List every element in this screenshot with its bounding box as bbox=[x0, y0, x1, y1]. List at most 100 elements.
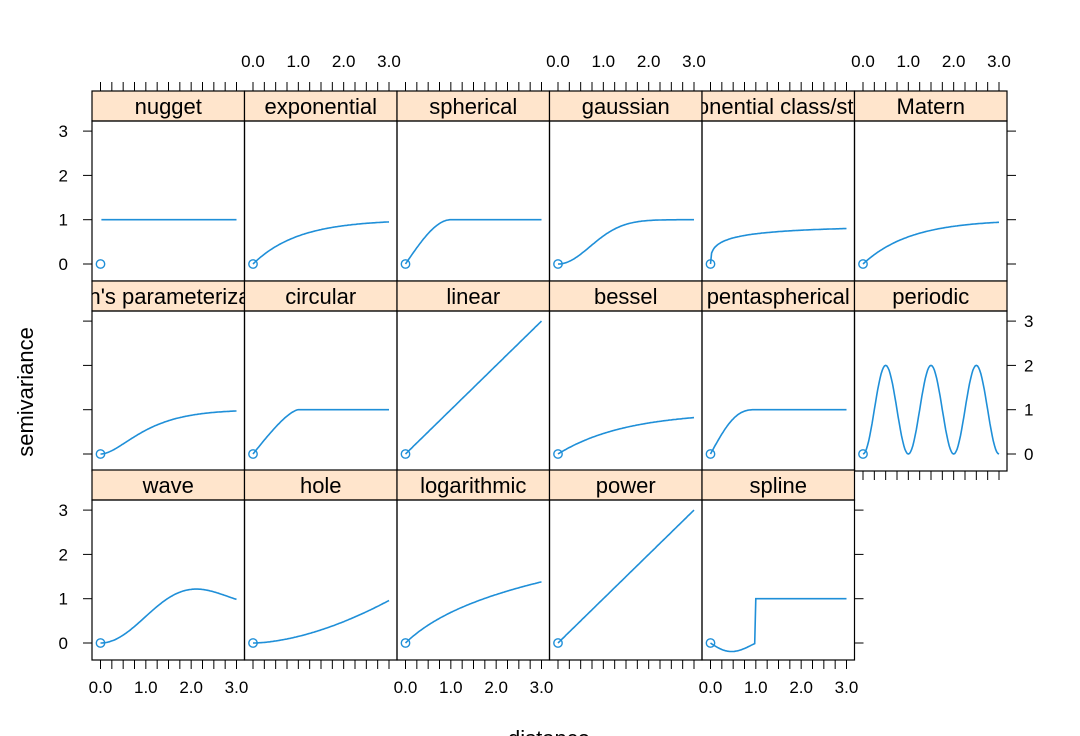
strip-label-gaussian: gaussian bbox=[582, 94, 670, 119]
series-line-power bbox=[557, 509, 695, 644]
series-line-linear bbox=[404, 320, 543, 455]
strip-label-wave: wave bbox=[142, 473, 194, 498]
x-tick-label-top: 2.0 bbox=[942, 52, 966, 71]
origin-point-power bbox=[553, 638, 563, 648]
x-tick-label-top: 1.0 bbox=[287, 52, 311, 71]
origin-point-circular bbox=[248, 449, 258, 459]
strip-logarithmic bbox=[396, 469, 551, 501]
x-tick-label-top: 3.0 bbox=[987, 52, 1011, 71]
strip-label-spline: spline bbox=[750, 473, 807, 498]
panel-logarithmic: logarithmic bbox=[396, 469, 551, 661]
panel-spline: spline bbox=[701, 469, 856, 661]
panel-matern: Matern bbox=[853, 90, 1008, 282]
strip-matern bbox=[853, 90, 1008, 122]
strip-label-logarithmic: logarithmic bbox=[420, 473, 526, 498]
y-tick-label-right: 2 bbox=[1024, 356, 1033, 375]
strip-label-hole: hole bbox=[300, 473, 342, 498]
x-tick-label-bottom: 2.0 bbox=[179, 678, 203, 697]
strip-nugget bbox=[91, 90, 246, 122]
y-tick-label-left: 3 bbox=[59, 122, 68, 141]
x-tick-label-bottom: 3.0 bbox=[835, 678, 859, 697]
y-axis-title: semivariance bbox=[13, 327, 38, 457]
origin-point-bessel bbox=[553, 449, 563, 459]
series-line-pentaspherical bbox=[709, 408, 847, 455]
strip-label-nugget: nugget bbox=[135, 94, 202, 119]
axis-ticks: 0 1 2 3 0.0 1.0 2.0 3.0 0.0 1.0 2.0 3.0 0.0 1.0 2.0 3.0… bbox=[59, 52, 1034, 697]
series-line-stable bbox=[709, 227, 847, 265]
strip-hole bbox=[243, 469, 398, 501]
series-line-periodic bbox=[862, 364, 1000, 455]
strip-label-stable: exponential class/stable bbox=[661, 94, 895, 119]
series-line-spline bbox=[710, 597, 847, 653]
panel-power: power bbox=[548, 469, 703, 661]
x-tick-label-bottom: 3.0 bbox=[225, 678, 249, 697]
y-tick-label-left: 1 bbox=[59, 590, 68, 609]
panel-frame-stein bbox=[91, 310, 246, 472]
strip-label-periodic: periodic bbox=[892, 284, 969, 309]
panel-frame-circular bbox=[243, 310, 398, 472]
strip-label-exponential: exponential bbox=[264, 94, 377, 119]
origin-point-pentaspherical bbox=[705, 449, 716, 459]
x-tick-label-bottom: 1.0 bbox=[134, 678, 158, 697]
panel-frame-pentaspherical bbox=[701, 310, 856, 472]
panel-grid: nugget exponential spherical gaussianexpone… bbox=[51, 90, 1008, 661]
panel-gaussian: gaussian bbox=[548, 90, 703, 282]
strip-wave bbox=[91, 469, 246, 501]
origin-point-stein bbox=[95, 449, 106, 459]
series-line-circular bbox=[252, 408, 389, 455]
strip-label-linear: linear bbox=[446, 284, 500, 309]
panel-bessel: bessel bbox=[548, 280, 703, 472]
strip-label-bessel: bessel bbox=[594, 284, 658, 309]
y-tick-label-right: 1 bbox=[1024, 401, 1033, 420]
y-tick-label-right: 3 bbox=[1024, 312, 1033, 331]
series-line-matern bbox=[862, 221, 999, 265]
origin-point-spherical bbox=[400, 259, 411, 269]
panel-frame-stable bbox=[701, 120, 856, 282]
origin-point-periodic bbox=[858, 449, 868, 459]
origin-point-gaussian bbox=[553, 259, 563, 269]
origin-point-hole bbox=[248, 638, 258, 648]
series-line-exponential bbox=[252, 221, 390, 265]
strip-label-pentaspherical: pentaspherical bbox=[707, 284, 850, 309]
y-tick-label-left: 3 bbox=[59, 501, 68, 520]
panel-frame-exponential bbox=[243, 120, 398, 282]
panel-exponential: exponential bbox=[243, 90, 398, 282]
strip-label-stein: Stein's parameterization bbox=[51, 284, 286, 309]
strip-stein bbox=[91, 280, 246, 312]
panel-frame-logarithmic bbox=[396, 499, 551, 661]
x-tick-label-bottom: 2.0 bbox=[484, 678, 508, 697]
x-tick-label-bottom: 1.0 bbox=[439, 678, 463, 697]
x-axis-title: distance bbox=[508, 726, 590, 736]
series-line-wave bbox=[100, 588, 237, 644]
x-tick-label-top: 0.0 bbox=[851, 52, 875, 71]
origin-point-wave bbox=[95, 638, 106, 648]
y-tick-label-left: 0 bbox=[59, 255, 68, 274]
strip-label-spherical: spherical bbox=[429, 94, 517, 119]
panel-frame-matern bbox=[853, 120, 1008, 282]
x-tick-label-bottom: 0.0 bbox=[699, 678, 723, 697]
x-tick-label-bottom: 2.0 bbox=[789, 678, 813, 697]
panel-nugget: nugget bbox=[91, 90, 246, 282]
x-tick-label-top: 1.0 bbox=[592, 52, 616, 71]
panel-frame-wave bbox=[91, 499, 246, 661]
x-tick-label-top: 0.0 bbox=[241, 52, 265, 71]
x-tick-label-top: 0.0 bbox=[546, 52, 570, 71]
y-tick-label-left: 1 bbox=[59, 211, 68, 230]
panel-frame-nugget bbox=[91, 120, 246, 282]
x-tick-label-bottom: 3.0 bbox=[530, 678, 554, 697]
panel-frame-hole bbox=[243, 499, 398, 661]
x-tick-label-top: 3.0 bbox=[377, 52, 401, 71]
series-line-logarithmic bbox=[404, 581, 542, 644]
panel-frame-spherical bbox=[396, 120, 551, 282]
series-line-spherical bbox=[404, 218, 542, 265]
y-tick-label-left: 2 bbox=[59, 545, 68, 564]
origin-point-stable bbox=[705, 259, 716, 269]
strip-exponential bbox=[243, 90, 398, 122]
panel-linear: linear bbox=[396, 280, 551, 472]
strip-spline bbox=[701, 469, 856, 501]
panel-circular: circular bbox=[243, 280, 398, 472]
origin-point-linear bbox=[400, 449, 411, 459]
panel-frame-bessel bbox=[548, 310, 703, 472]
y-tick-label-right: 0 bbox=[1024, 445, 1033, 464]
